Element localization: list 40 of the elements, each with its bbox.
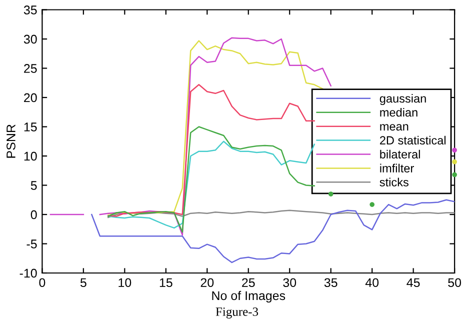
line-series: [91, 199, 455, 264]
x-tick-label: 0: [39, 278, 46, 288]
x-tick-label: 30: [283, 278, 296, 288]
y-tick-label: 10: [24, 152, 37, 161]
y-tick-label: 35: [24, 6, 37, 14]
x-tick-label: 50: [448, 278, 462, 288]
y-tick-label: 25: [24, 64, 37, 73]
legend-label: median: [380, 108, 418, 117]
x-tick-label: 45: [406, 278, 420, 288]
line-series: [108, 210, 455, 218]
x-tick-label: 35: [324, 278, 338, 288]
x-tick-label: 25: [242, 278, 255, 288]
point: [452, 159, 457, 164]
y-tick-label: -5: [26, 240, 37, 248]
y-tick-label: 20: [24, 93, 37, 102]
point: [452, 172, 457, 178]
x-tick-label: 15: [160, 278, 172, 288]
line-series: [108, 84, 315, 217]
y-axis-title: PSNR: [6, 124, 16, 158]
legend-label: mean: [380, 124, 408, 131]
x-tick-label: 40: [365, 278, 379, 288]
y-tick-label: 15: [24, 122, 37, 132]
y-tick-label: 0: [30, 210, 37, 220]
text: Figure-3: [216, 308, 258, 318]
point: [328, 192, 334, 196]
legend-label: 2D statistical: [380, 136, 446, 145]
legend-label: bilateral: [380, 150, 420, 158]
point: [452, 148, 457, 153]
y-tick-label: 30: [24, 34, 37, 44]
x-axis-title: No of Images: [212, 290, 286, 303]
line-series: [108, 140, 315, 229]
y-tick-label: -10: [20, 268, 37, 278]
x-tick-label: 10: [118, 278, 132, 288]
legend-label: sticks: [380, 178, 408, 186]
y-tick-label: 5: [30, 181, 37, 190]
x-tick-label: 20: [200, 278, 214, 288]
legend-label: imfilter: [380, 164, 414, 172]
x-tick-label: 5: [80, 278, 86, 288]
point: [370, 202, 375, 207]
legend-label: gaussian: [380, 94, 426, 106]
